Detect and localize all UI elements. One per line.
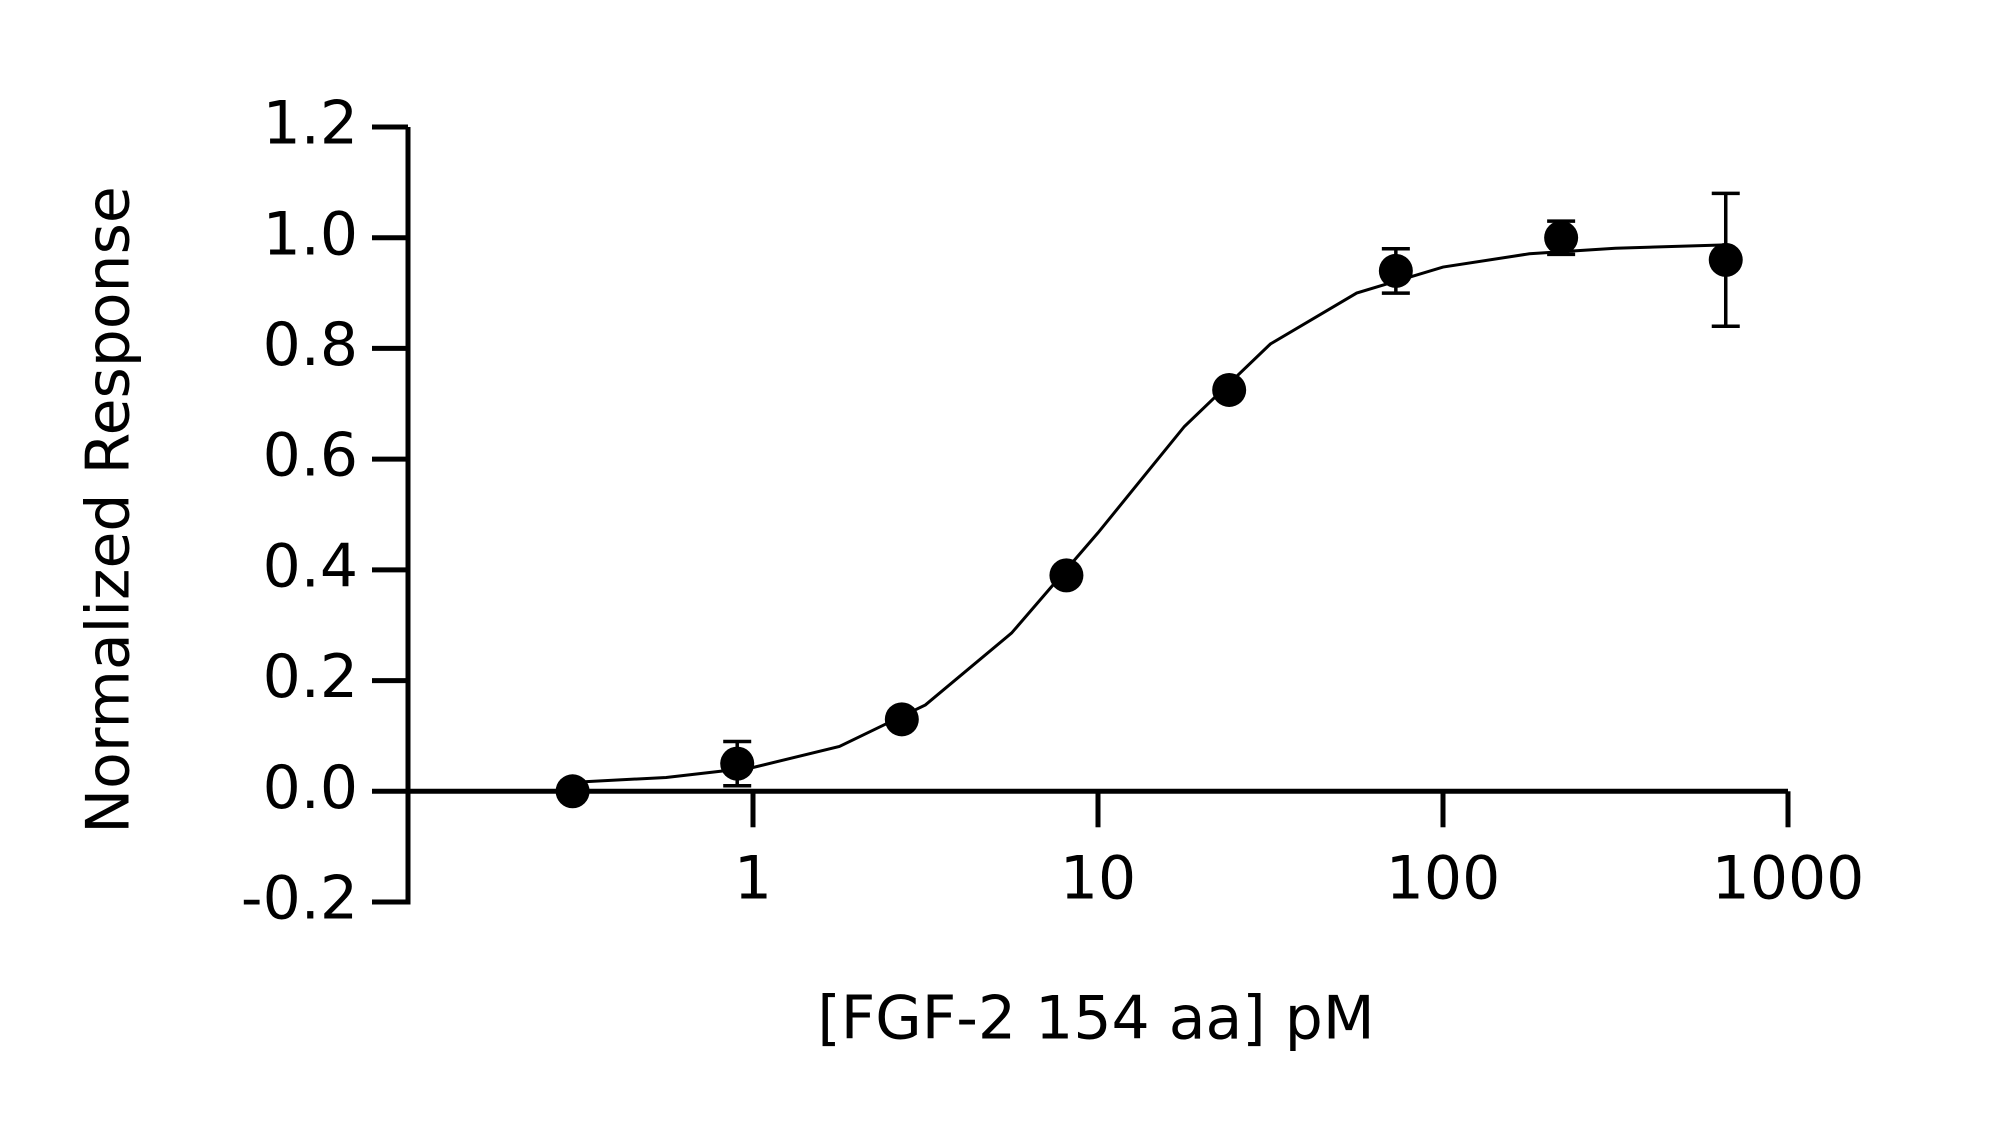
x-axis-title: [FGF-2 154 aa] pM bbox=[817, 984, 1374, 1054]
x-tick-label: 1000 bbox=[1712, 844, 1865, 914]
data-point bbox=[1544, 220, 1579, 255]
y-tick-label: 0.2 bbox=[263, 642, 358, 712]
x-tick-label: 10 bbox=[1060, 844, 1136, 914]
data-point bbox=[720, 746, 755, 781]
y-tick-label: -0.2 bbox=[241, 864, 358, 934]
data-point bbox=[1049, 558, 1084, 593]
data-point bbox=[884, 702, 919, 737]
x-tick-label: 1 bbox=[734, 844, 772, 914]
data-point bbox=[1378, 253, 1413, 288]
y-tick-label: 0.0 bbox=[263, 753, 358, 823]
y-tick-label: 1.2 bbox=[263, 89, 358, 159]
y-axis-title: Normalized Response bbox=[74, 186, 144, 834]
x-tick-label: 100 bbox=[1386, 844, 1501, 914]
data-point bbox=[1212, 372, 1247, 407]
y-tick-label: 0.8 bbox=[263, 310, 358, 380]
y-tick-label: 0.6 bbox=[263, 421, 358, 491]
y-tick-label: 1.0 bbox=[263, 199, 358, 269]
data-point bbox=[1708, 242, 1743, 277]
y-tick-label: 0.4 bbox=[263, 531, 358, 601]
data-point bbox=[555, 774, 590, 809]
fit-curve bbox=[572, 243, 1726, 784]
